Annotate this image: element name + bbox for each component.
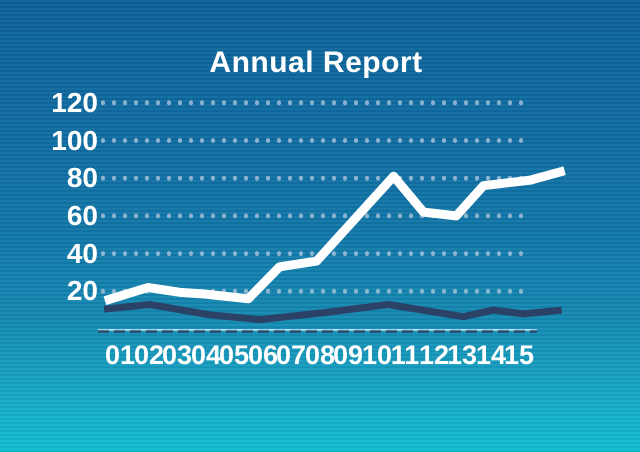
x-tick-label-10: 10	[361, 340, 393, 370]
series-navy-line	[103, 301, 563, 324]
y-tick-label-60: 60	[66, 200, 98, 231]
x-tick-label-01: 01	[104, 340, 136, 370]
grid-dot-row-120	[100, 100, 524, 106]
x-tick-label-08: 08	[304, 340, 336, 370]
series-white-line	[103, 166, 566, 306]
x-tick-label-12: 12	[418, 340, 450, 370]
x-tick-label-11: 11	[390, 340, 420, 370]
x-tick-label-05: 05	[218, 340, 250, 370]
x-tick-label-14: 14	[475, 340, 507, 370]
grid-dot-row-100	[100, 138, 524, 143]
y-tick-label-20: 20	[66, 275, 98, 306]
x-tick-label-06: 06	[247, 340, 279, 370]
grid-dot-row-80	[100, 175, 524, 181]
x-tick-label-07: 07	[275, 340, 307, 370]
x-axis-baseline	[98, 329, 537, 333]
y-tick-label-120: 120	[51, 87, 98, 118]
x-tick-label-09: 09	[332, 340, 364, 370]
x-tick-label-15: 15	[503, 340, 535, 370]
y-tick-label-100: 100	[51, 125, 98, 156]
y-tick-label-40: 40	[66, 238, 98, 269]
x-tick-label-03: 03	[161, 340, 193, 370]
chart-title: Annual Report	[209, 46, 423, 79]
x-tick-label-02: 02	[133, 340, 165, 370]
x-tick-label-04: 04	[190, 340, 222, 370]
grid-dot-row-40	[100, 251, 524, 257]
x-tick-label-13: 13	[446, 340, 478, 370]
y-tick-label-80: 80	[66, 162, 98, 193]
